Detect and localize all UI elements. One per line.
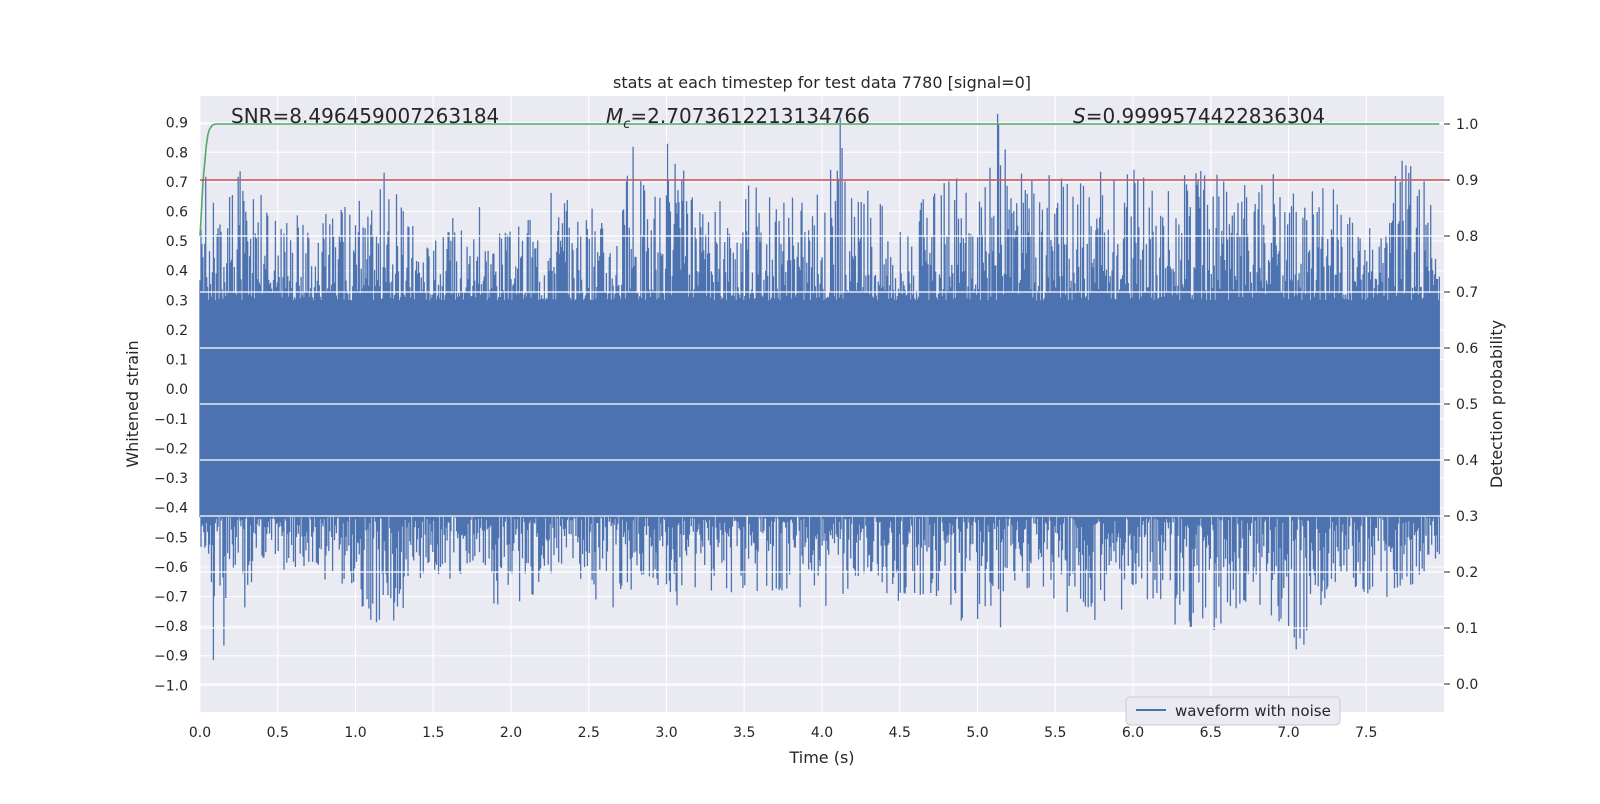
waveform-layer xyxy=(199,113,1440,661)
probability-layer xyxy=(199,123,1444,237)
y-tick-label: 0.3 xyxy=(166,293,188,309)
x-tick-label: 5.5 xyxy=(1044,725,1066,741)
chirp-mass-symbol: M xyxy=(606,104,623,128)
y-tick-label: −0.9 xyxy=(154,649,188,665)
x-tick-label: 7.0 xyxy=(1277,725,1299,741)
y-tick-label: −0.2 xyxy=(154,441,188,457)
right-y-tick-label: 0.3 xyxy=(1456,509,1478,525)
y-tick-label: −0.8 xyxy=(154,619,188,635)
y-tick-label: −0.3 xyxy=(154,471,188,487)
right-y-axis-label: Detection probability xyxy=(1487,320,1506,488)
right-y-tick-label: 0.6 xyxy=(1456,341,1478,357)
y-tick-label: 0.7 xyxy=(166,175,188,191)
x-tick-label: 4.0 xyxy=(811,725,833,741)
y-tick-label: −0.6 xyxy=(154,560,188,576)
y-tick-label: −1.0 xyxy=(154,678,188,694)
chirp-mass-subscript: c xyxy=(623,117,630,132)
right-y-tick-label: 1.0 xyxy=(1456,117,1478,133)
y-tick-label: 0.0 xyxy=(166,382,188,398)
x-tick-label: 0.5 xyxy=(267,725,289,741)
score-value: =0.9999574422836304 xyxy=(1086,104,1325,128)
score-symbol: S xyxy=(1073,104,1086,128)
right-y-tick-label: 0.1 xyxy=(1456,621,1478,637)
right-y-tick-label: 0.8 xyxy=(1456,229,1478,245)
x-tick-label: 7.5 xyxy=(1355,725,1377,741)
y-tick-label: 0.9 xyxy=(166,116,188,132)
y-axis-label: Whitened strain xyxy=(123,340,142,467)
right-y-tick-label: 0.5 xyxy=(1456,397,1478,413)
legend: waveform with noise xyxy=(1125,696,1341,726)
y-tick-label: 0.2 xyxy=(166,323,188,339)
tick-layer: 0.0 0.5 1.0 1.5 2.0 2.5 3.0 3.5 4.0 4.5 5.0 5.5 6.0 6… xyxy=(154,116,1478,741)
chirp-mass-annotation: Mc=2.7073612213134766 xyxy=(606,104,870,132)
x-tick-label: 0.0 xyxy=(189,725,211,741)
x-tick-label: 6.5 xyxy=(1200,725,1222,741)
chirp-mass-value: =2.7073612213134766 xyxy=(630,104,869,128)
y-tick-label: 0.6 xyxy=(166,205,188,221)
right-y-tick-label: 0.7 xyxy=(1456,285,1478,301)
y-tick-label: −0.5 xyxy=(154,530,188,546)
detection-probability-line xyxy=(199,123,1440,237)
legend-label-waveform: waveform with noise xyxy=(1175,702,1331,720)
x-tick-label: 4.5 xyxy=(889,725,911,741)
snr-annotation: SNR=8.496459007263184 xyxy=(231,104,499,128)
y-tick-label: 0.5 xyxy=(166,234,188,250)
chart-title: stats at each timestep for test data 778… xyxy=(613,73,1031,92)
x-tick-label: 6.0 xyxy=(1122,725,1144,741)
waveform-band xyxy=(200,300,1440,517)
right-y-tick-label: 0.2 xyxy=(1456,565,1478,581)
x-tick-label: 2.0 xyxy=(500,725,522,741)
x-tick-label: 1.0 xyxy=(344,725,366,741)
y-tick-label: −0.1 xyxy=(154,412,188,428)
y-tick-label: 0.8 xyxy=(166,145,188,161)
x-axis-label: Time (s) xyxy=(788,748,854,767)
right-y-tick-label: 0.0 xyxy=(1456,677,1478,693)
y-tick-label: 0.4 xyxy=(166,264,188,280)
y-tick-label: −0.7 xyxy=(154,590,188,606)
x-tick-label: 5.0 xyxy=(966,725,988,741)
y-tick-label: 0.1 xyxy=(166,353,188,369)
right-y-tick-label: 0.9 xyxy=(1456,173,1478,189)
x-tick-label: 3.5 xyxy=(733,725,755,741)
y-tick-label: −0.4 xyxy=(154,501,188,517)
right-y-tick-label: 0.4 xyxy=(1456,453,1478,469)
x-tick-label: 2.5 xyxy=(578,725,600,741)
score-annotation: S=0.9999574422836304 xyxy=(1073,104,1325,128)
x-tick-label: 1.5 xyxy=(422,725,444,741)
x-tick-label: 3.0 xyxy=(655,725,677,741)
legend-box xyxy=(1125,696,1341,726)
